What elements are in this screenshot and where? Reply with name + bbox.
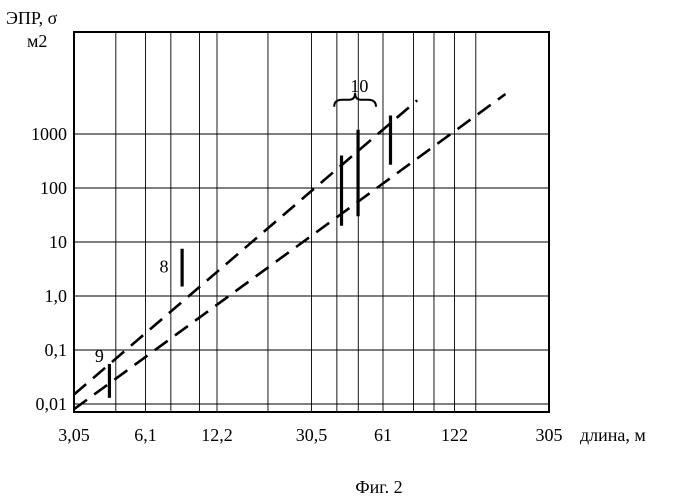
y-tick-label: 100 (40, 178, 67, 198)
x-tick-label: 30,5 (296, 425, 328, 445)
y-tick-label: 10 (49, 232, 67, 252)
annotation-label: 9 (95, 346, 104, 366)
trend-lines (74, 94, 506, 409)
annotation-label: 8 (160, 257, 169, 277)
x-axis-label: длина, м (580, 425, 646, 445)
y-tick-label: 1,0 (45, 286, 68, 306)
grid (74, 32, 549, 412)
dashed-trend-line (74, 94, 506, 409)
y-axis-unit: м2 (27, 31, 47, 51)
x-tick-label: 3,05 (58, 425, 90, 445)
y-tick-label: 0,1 (45, 340, 68, 360)
annotations: 8 9 10 (95, 76, 376, 366)
y-tick-label: 0,01 (36, 394, 68, 414)
figure-caption: Фиг. 2 (355, 477, 402, 497)
annotation-label: 10 (350, 76, 368, 96)
y-tick-label: 1000 (31, 124, 67, 144)
x-tick-label: 122 (441, 425, 468, 445)
x-tick-label: 61 (374, 425, 392, 445)
x-tick-label: 12,2 (201, 425, 233, 445)
group-brace (334, 93, 376, 107)
x-tick-label: 6,1 (134, 425, 157, 445)
y-axis-label: ЭПР, σ (6, 8, 58, 28)
x-tick-label: 305 (536, 425, 563, 445)
